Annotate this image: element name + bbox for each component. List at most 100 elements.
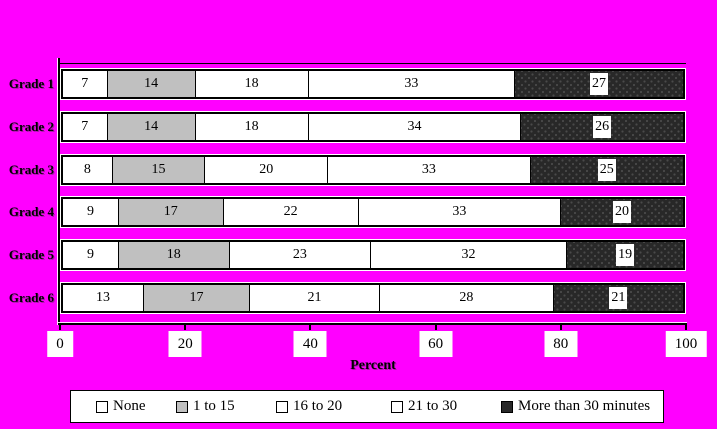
bar-segment-none: 7 xyxy=(63,71,107,97)
axis-tick xyxy=(434,325,437,330)
segment-value-label: 20 xyxy=(613,201,631,224)
bar-segment-none: 8 xyxy=(63,156,112,183)
segment-value-label: 18 xyxy=(244,118,259,134)
grade-row-label: Grade 5 xyxy=(8,247,54,263)
grade-row-label: Grade 4 xyxy=(8,204,54,220)
bar-segment-1-to-15: 18 xyxy=(117,242,229,269)
legend-label: More than 30 minutes xyxy=(518,398,651,414)
tick-label: 60 xyxy=(419,331,453,357)
bar-segment-1-to-15: 14 xyxy=(106,113,195,140)
bar-segment-more-than-30-minutes: 19 xyxy=(566,242,683,269)
legend-label: 21 to 30 xyxy=(408,398,458,414)
axis-tick xyxy=(59,325,61,330)
segment-value-label: 15 xyxy=(151,161,166,177)
segment-value-label: 21 xyxy=(609,287,628,309)
bar-segment-16-to-20: 20 xyxy=(204,156,328,183)
segment-value-label: 34 xyxy=(407,118,422,134)
legend-swatch xyxy=(276,400,288,413)
x-axis-title: Percent xyxy=(350,358,396,373)
segment-value-label: 19 xyxy=(616,244,635,267)
legend-label: None xyxy=(113,398,146,414)
legend-swatch xyxy=(176,400,188,413)
y-axis-line xyxy=(58,58,60,325)
bar-segment-1-to-15: 14 xyxy=(106,71,195,97)
bar-segment-16-to-20: 18 xyxy=(194,71,308,97)
bar-segment-21-to-30: 33 xyxy=(327,156,530,183)
axis-tick xyxy=(184,325,187,330)
bar-segment-none: 13 xyxy=(63,285,144,311)
bars-layer: 7 14 18 33 27 7 14 18 34 26 8 15 20 33 25 9 17 22 33 20 9 18 2… xyxy=(61,64,685,323)
segment-value-label: 7 xyxy=(81,76,89,91)
bar-segment-21-to-30: 33 xyxy=(357,199,561,226)
bar-segment-16-to-20: 22 xyxy=(222,199,358,226)
grade-row-label: Grade 6 xyxy=(8,290,54,305)
legend-item-none: None xyxy=(96,391,146,422)
segment-value-label: 18 xyxy=(244,76,259,91)
segment-value-label: 9 xyxy=(86,247,94,263)
segment-value-label: 21 xyxy=(307,290,322,305)
bar-segment-more-than-30-minutes: 20 xyxy=(560,199,683,226)
bar-segment-16-to-20: 23 xyxy=(228,242,370,269)
segment-value-label: 25 xyxy=(597,158,616,181)
segment-value-label: 14 xyxy=(144,118,159,134)
bar-segment-21-to-30: 32 xyxy=(369,242,567,269)
segment-value-label: 33 xyxy=(404,76,419,91)
segment-value-label: 18 xyxy=(166,247,181,263)
x-axis-line xyxy=(58,323,687,325)
segment-value-label: 33 xyxy=(421,161,436,177)
segment-value-label: 17 xyxy=(163,204,178,220)
segment-value-label: 22 xyxy=(283,204,298,220)
bar-segment-more-than-30-minutes: 21 xyxy=(552,285,683,311)
segment-value-label: 32 xyxy=(461,247,476,263)
stacked-bar-grade-6: 13 17 21 28 21 xyxy=(61,283,685,313)
segment-value-label: 8 xyxy=(83,161,91,177)
bar-segment-1-to-15: 17 xyxy=(143,285,249,311)
legend-item-16-to-20: 16 to 20 xyxy=(276,391,342,422)
legend-label: 16 to 20 xyxy=(293,398,343,414)
legend-swatch xyxy=(391,400,403,413)
tick-label: 80 xyxy=(544,331,578,357)
legend: None 1 to 15 16 to 20 21 to 30 More than 30 … xyxy=(70,390,664,423)
bar-segment-more-than-30-minutes: 26 xyxy=(520,113,684,140)
bar-segment-more-than-30-minutes: 25 xyxy=(529,156,683,183)
axis-tick xyxy=(309,325,312,330)
stacked-bar-grade-5: 9 18 23 32 19 xyxy=(61,240,685,271)
grade-row-label: Grade 2 xyxy=(8,118,54,134)
legend-swatch xyxy=(96,400,108,413)
bar-segment-21-to-30: 28 xyxy=(379,285,553,311)
bar-segment-21-to-30: 34 xyxy=(307,113,521,140)
stacked-bar-grade-2: 7 14 18 34 26 xyxy=(61,111,685,142)
grade-row-label: Grade 1 xyxy=(8,76,54,91)
legend-item-more-than-30-minutes: More than 30 minutes xyxy=(501,391,650,422)
bar-segment-none: 7 xyxy=(63,113,107,140)
segment-value-label: 28 xyxy=(459,290,474,305)
plot-top-border xyxy=(60,63,686,64)
segment-value-label: 7 xyxy=(81,118,89,134)
bar-segment-21-to-30: 33 xyxy=(307,71,514,97)
axis-tick xyxy=(685,325,687,330)
legend-swatch xyxy=(501,400,513,413)
stacked-bar-grade-3: 8 15 20 33 25 xyxy=(61,154,685,185)
tick-label: 0 xyxy=(47,331,73,357)
bar-segment-more-than-30-minutes: 27 xyxy=(514,71,683,97)
segment-value-label: 27 xyxy=(590,73,608,95)
legend-item-21-to-30: 21 to 30 xyxy=(391,391,457,422)
segment-value-label: 26 xyxy=(593,115,612,138)
segment-value-label: 17 xyxy=(189,290,204,305)
bar-segment-none: 9 xyxy=(63,199,118,226)
bar-segment-none: 9 xyxy=(63,242,118,269)
segment-value-label: 20 xyxy=(259,161,274,177)
bar-segment-1-to-15: 17 xyxy=(117,199,223,226)
segment-value-label: 13 xyxy=(96,290,111,305)
bar-segment-1-to-15: 15 xyxy=(111,156,205,183)
tick-label: 40 xyxy=(293,331,327,357)
bar-segment-16-to-20: 21 xyxy=(248,285,380,311)
stacked-bar-grade-4: 9 17 22 33 20 xyxy=(61,197,685,228)
axis-tick xyxy=(559,325,562,330)
segment-value-label: 9 xyxy=(86,204,94,220)
segment-value-label: 23 xyxy=(292,247,307,263)
legend-item-1-to-15: 1 to 15 xyxy=(176,391,235,422)
segment-value-label: 14 xyxy=(144,76,159,91)
legend-label: 1 to 15 xyxy=(193,398,235,414)
